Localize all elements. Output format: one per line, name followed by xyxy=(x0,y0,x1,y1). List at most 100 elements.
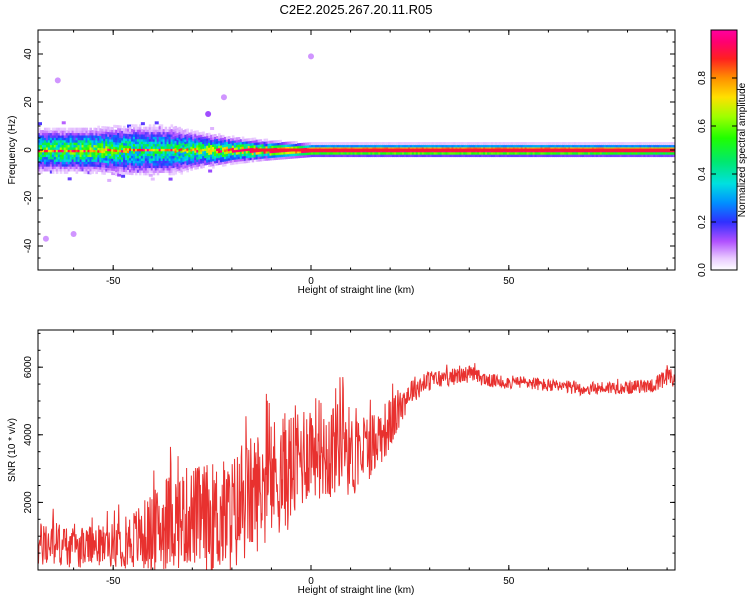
heatmap-cell xyxy=(162,155,166,159)
heatmap-cell xyxy=(599,154,603,158)
heatmap-cell xyxy=(504,144,508,148)
heatmap-cell xyxy=(184,162,187,166)
heatmap-cell xyxy=(127,152,130,156)
x-tick-label: 0 xyxy=(308,576,314,587)
heatmap-cell xyxy=(190,143,193,147)
heatmap-cell xyxy=(172,136,176,140)
heatmap-cell xyxy=(170,129,174,133)
heatmap-cell xyxy=(188,161,191,165)
heatmap-cell xyxy=(350,146,354,150)
heatmap-cell xyxy=(71,149,75,153)
heatmap-cell xyxy=(176,139,180,143)
heatmap-cell xyxy=(119,137,122,141)
heatmap-cell xyxy=(134,153,138,157)
heatmap-cell xyxy=(223,156,227,160)
heatmap-cell xyxy=(534,142,538,146)
heatmap-cell xyxy=(166,150,170,154)
heatmap-cell xyxy=(134,148,138,152)
heatmap-cell xyxy=(374,154,377,158)
heatmap-cell xyxy=(601,146,605,150)
heatmap-cell xyxy=(481,151,484,155)
heatmap-cell xyxy=(239,153,243,157)
heatmap-cell xyxy=(117,132,120,136)
heatmap-cell xyxy=(51,170,55,174)
heatmap-cell xyxy=(83,168,87,172)
heatmap-cell xyxy=(162,131,166,135)
heatmap-cell xyxy=(334,151,338,155)
heatmap-cell xyxy=(132,129,136,133)
heatmap-cell xyxy=(214,155,217,159)
heatmap-cell xyxy=(249,150,253,153)
heatmap-cell xyxy=(129,157,132,161)
heatmap-cell xyxy=(164,145,168,149)
heatmap-cell xyxy=(467,146,470,150)
heatmap-cell xyxy=(574,144,577,148)
heatmap-cell xyxy=(119,163,122,167)
heatmap-cell xyxy=(263,145,267,149)
heatmap-cell xyxy=(156,126,160,130)
heatmap-cell xyxy=(164,155,168,159)
heatmap-cell xyxy=(59,137,63,141)
heatmap-cell xyxy=(485,142,488,146)
heatmap-cell xyxy=(631,151,635,155)
heatmap-cell xyxy=(91,158,94,162)
heatmap-cell xyxy=(172,138,176,142)
heatmap-cell xyxy=(405,144,409,148)
heatmap-cell xyxy=(164,136,168,140)
heatmap-cell xyxy=(172,145,176,149)
heatmap-cell xyxy=(101,152,104,156)
heatmap-cell xyxy=(392,151,395,155)
heatmap-cell xyxy=(117,161,120,165)
heatmap-cell xyxy=(101,135,104,139)
heatmap-cell xyxy=(210,161,213,165)
heatmap-cell xyxy=(75,156,79,160)
heatmap-cell xyxy=(136,143,140,147)
heatmap-cell xyxy=(451,151,455,155)
heatmap-cell xyxy=(174,171,178,175)
heatmap-cell xyxy=(394,142,397,146)
heatmap-cell xyxy=(174,145,178,149)
heatmap-cell xyxy=(77,158,81,162)
heatmap-cell xyxy=(43,132,47,136)
snr-series-line xyxy=(38,363,675,570)
heatmap-cell xyxy=(229,150,233,154)
heatmap-cell xyxy=(524,154,528,158)
heatmap-cell xyxy=(190,146,193,150)
heatmap-cell xyxy=(334,144,338,148)
heatmap-cell xyxy=(47,149,51,153)
heatmap-cell xyxy=(41,163,45,167)
heatmap-cell xyxy=(38,166,41,170)
heatmap-cell xyxy=(69,144,73,148)
heatmap-cell xyxy=(619,144,623,148)
heatmap-cell xyxy=(552,154,555,158)
heatmap-cell xyxy=(138,141,142,145)
heatmap-cell xyxy=(532,142,536,146)
heatmap-cell xyxy=(223,139,227,143)
heatmap-cell xyxy=(231,154,235,158)
heatmap-cell xyxy=(491,144,494,148)
heatmap-cell xyxy=(196,135,199,139)
heatmap-cell xyxy=(322,146,326,150)
heatmap-cell xyxy=(538,151,542,155)
heatmap-cell xyxy=(196,142,199,146)
heatmap-cell xyxy=(127,162,130,166)
heatmap-cell xyxy=(570,154,573,158)
heatmap-cell xyxy=(180,135,184,139)
heatmap-cell xyxy=(39,149,43,153)
heatmap-cell xyxy=(180,166,184,170)
heatmap-cell xyxy=(77,144,81,148)
heatmap-cell xyxy=(91,137,94,141)
heatmap-cell xyxy=(582,146,585,150)
heatmap-cell xyxy=(204,159,207,163)
heatmap-cell xyxy=(506,144,510,148)
heatmap-cell xyxy=(500,142,504,146)
heatmap-cell xyxy=(174,152,178,156)
heatmap-cell xyxy=(91,146,94,150)
heatmap-cell xyxy=(661,144,664,148)
heatmap-cell xyxy=(93,149,96,153)
heatmap-cell xyxy=(358,144,362,148)
heatmap-cell xyxy=(212,163,215,167)
heatmap-cell xyxy=(63,134,67,138)
heatmap-cell xyxy=(77,166,81,170)
heatmap-cell xyxy=(241,138,245,142)
